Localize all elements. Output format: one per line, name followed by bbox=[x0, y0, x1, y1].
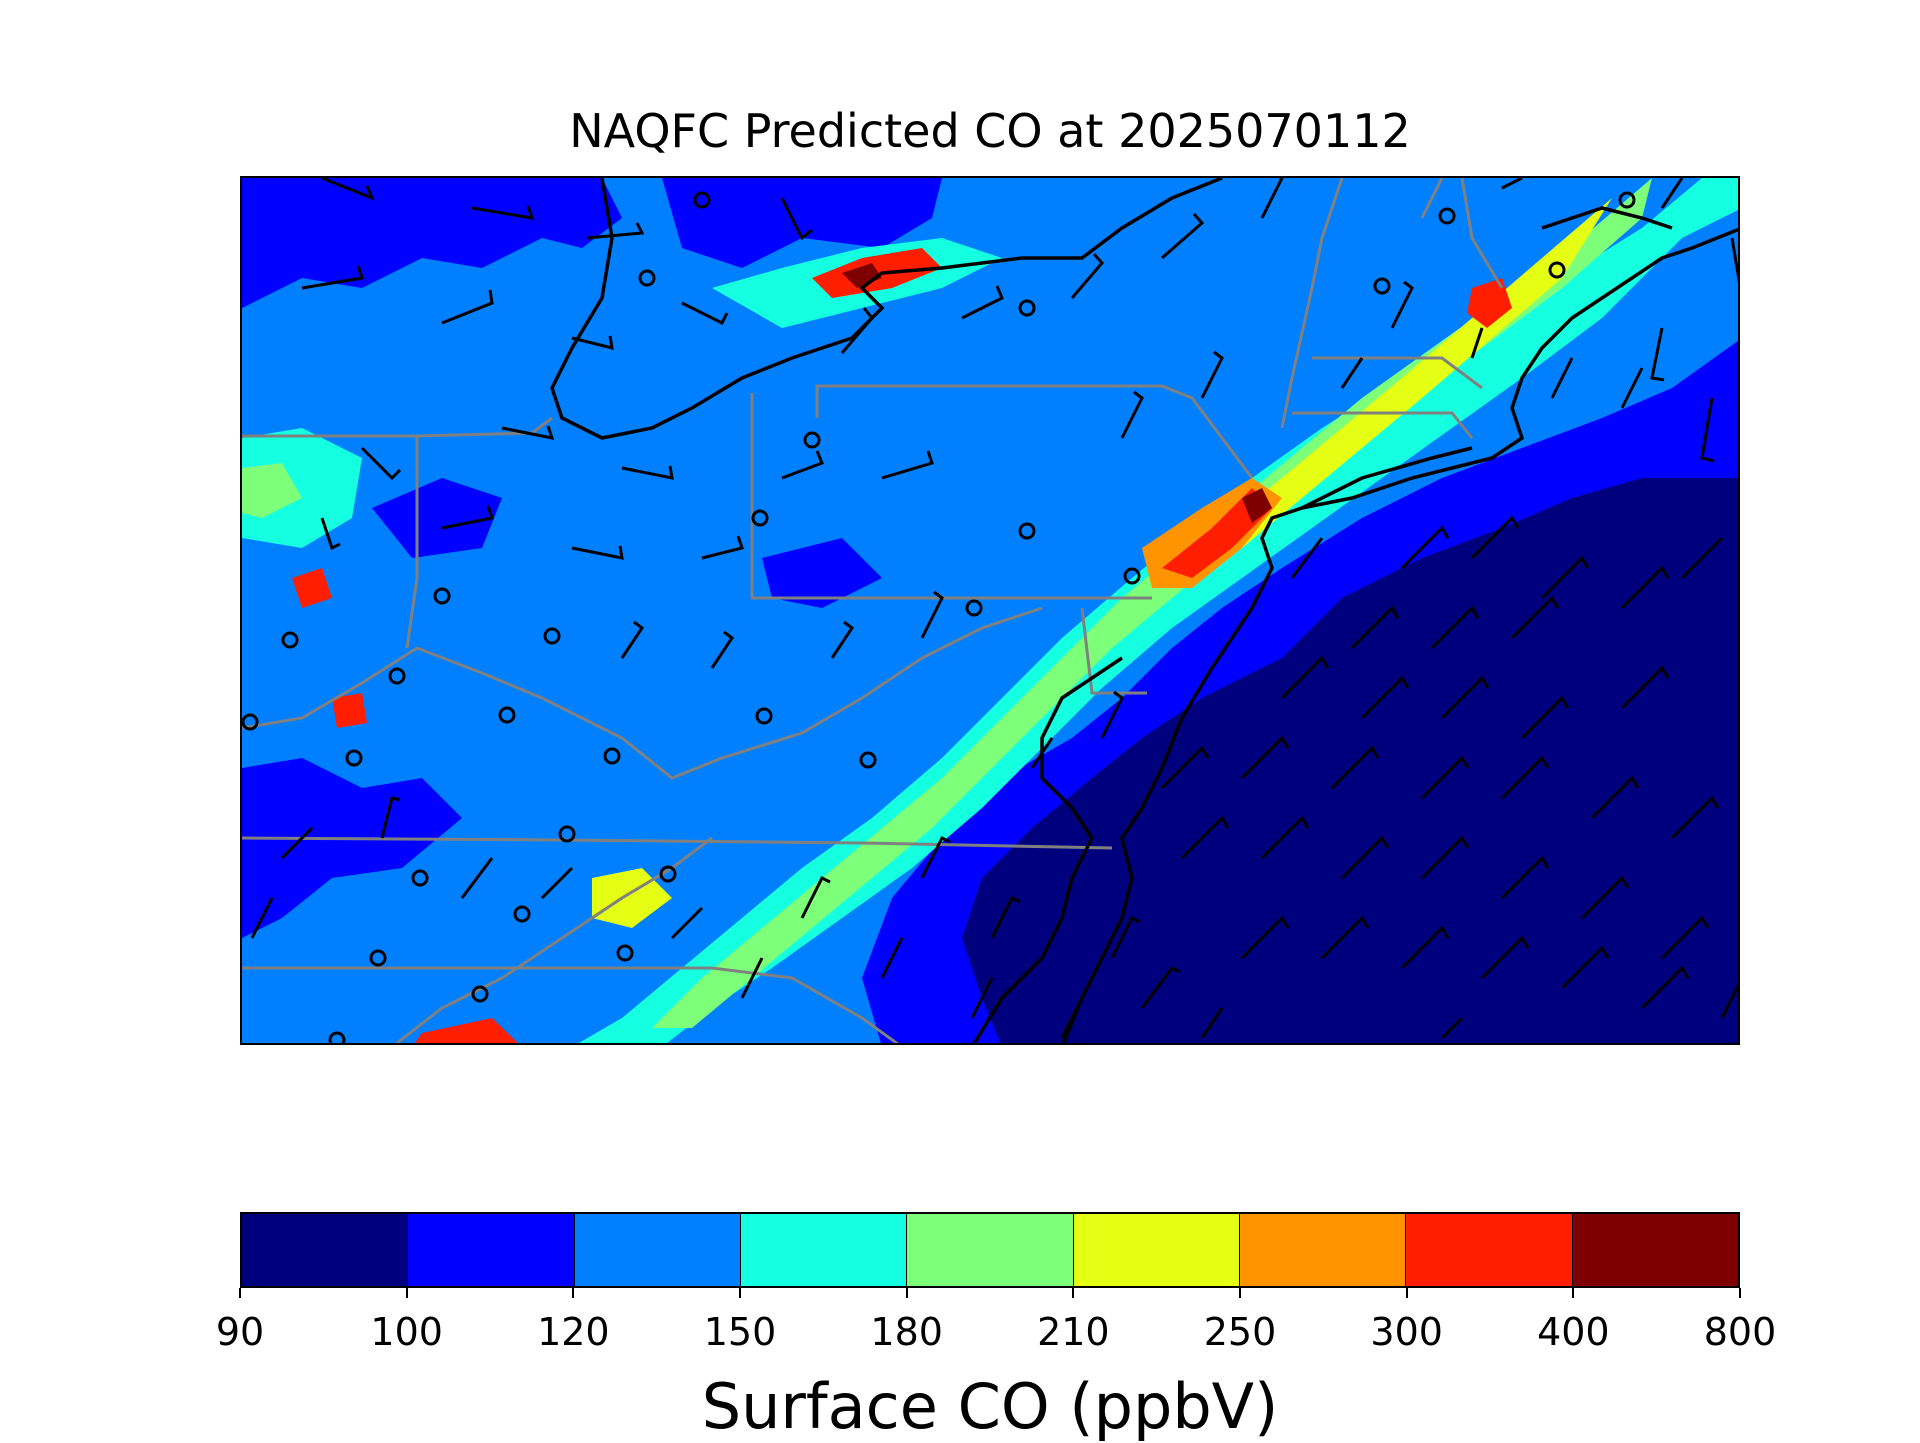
colorbar-title: Surface CO (ppbV) bbox=[701, 1370, 1279, 1443]
colorbar-tick-mark bbox=[1405, 1288, 1408, 1298]
colorbar-tick-mark bbox=[1572, 1288, 1575, 1298]
colorbar-tick-mark bbox=[239, 1288, 241, 1298]
colorbar-tick-mark bbox=[572, 1288, 575, 1298]
colorbar-tick-label: 150 bbox=[703, 1310, 777, 1354]
field-lowco-west bbox=[242, 758, 462, 938]
state-boundaries bbox=[242, 178, 1504, 1043]
colorbar-tick-label: 180 bbox=[870, 1310, 943, 1354]
colorbar-tick-label: 800 bbox=[1703, 1310, 1777, 1354]
station-markers bbox=[242, 191, 1636, 1043]
field-lowco-ontario bbox=[662, 178, 942, 268]
colorbar-tick-mark bbox=[1239, 1288, 1241, 1298]
colorbar-bin-4 bbox=[907, 1214, 1074, 1286]
field-lowco-patch-b bbox=[762, 538, 882, 608]
colorbar-tick-label: 300 bbox=[1370, 1310, 1443, 1354]
colorbar-tick-label: 210 bbox=[1037, 1310, 1110, 1354]
field-southwest-yellow bbox=[592, 868, 672, 928]
field-west-red bbox=[292, 568, 332, 608]
field-boston-red bbox=[1467, 278, 1512, 328]
field-west-cyan bbox=[242, 428, 362, 548]
field-atlantic-ocean bbox=[962, 478, 1738, 1043]
colorbar-bin-2 bbox=[574, 1214, 741, 1286]
wind-barbs bbox=[250, 178, 1738, 1040]
map-panel bbox=[240, 176, 1740, 1045]
coastlines bbox=[550, 178, 1738, 1043]
colorbar-tick-mark bbox=[739, 1288, 741, 1298]
colorbar-tick-mark bbox=[905, 1288, 908, 1298]
colorbar-bin-1 bbox=[408, 1214, 575, 1286]
co-concentration-map bbox=[242, 178, 1738, 1043]
colorbar-tick-label: 400 bbox=[1537, 1310, 1610, 1354]
field-nyc-red bbox=[1162, 488, 1272, 578]
colorbar bbox=[240, 1212, 1740, 1288]
colorbar-bin-0 bbox=[242, 1214, 409, 1286]
colorbar-bin-3 bbox=[740, 1214, 908, 1286]
colorbar-tick-mark bbox=[1739, 1288, 1741, 1298]
field-nyc-maroon bbox=[1242, 488, 1272, 523]
colorbar-tick-mark bbox=[1072, 1288, 1075, 1298]
colorbar-bin-6 bbox=[1239, 1214, 1407, 1286]
colorbar-tick-label: 100 bbox=[370, 1310, 443, 1354]
colorbar-tick-label: 90 bbox=[215, 1310, 265, 1354]
colorbar-bin-8 bbox=[1572, 1214, 1738, 1286]
colorbar-tick-mark bbox=[405, 1288, 408, 1298]
colorbar-bin-5 bbox=[1073, 1214, 1240, 1286]
field-corridor-cyan bbox=[578, 178, 1738, 1043]
field-lowco-patch-a bbox=[372, 478, 502, 558]
chart-title: NAQFC Predicted CO at 2025070112 bbox=[569, 104, 1411, 158]
colorbar-tick-label: 120 bbox=[537, 1310, 610, 1354]
field-south-red bbox=[414, 1018, 518, 1043]
field-west-green bbox=[242, 463, 302, 518]
field-lowco-northwest bbox=[242, 178, 622, 308]
field-west-red-2 bbox=[332, 693, 367, 728]
colorbar-bin-7 bbox=[1406, 1214, 1573, 1286]
colorbar-tick-label: 250 bbox=[1203, 1310, 1277, 1354]
